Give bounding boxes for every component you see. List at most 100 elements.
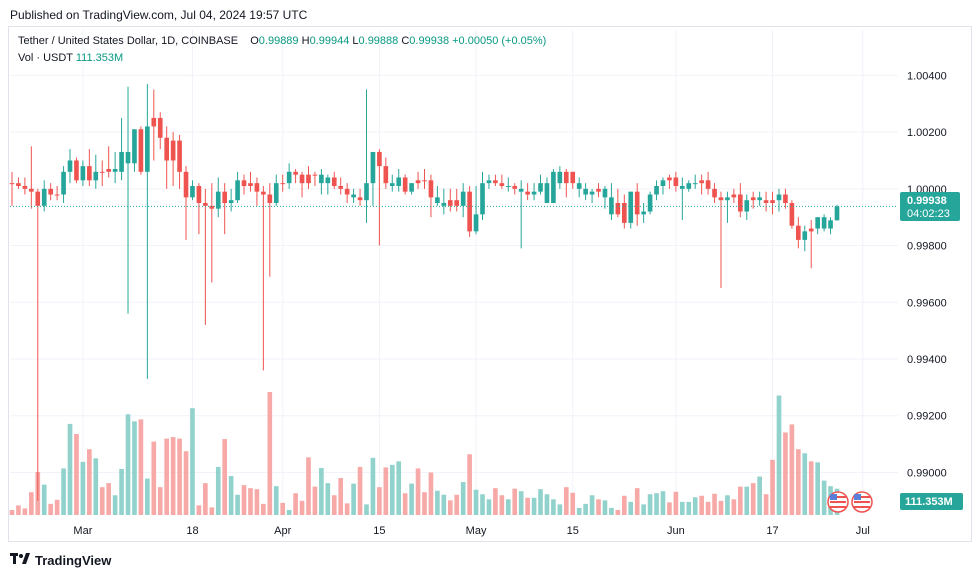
candle-body[interactable]	[718, 197, 724, 201]
candle-body[interactable]	[473, 214, 479, 232]
candle-body[interactable]	[686, 183, 692, 189]
candle-body[interactable]	[35, 191, 41, 206]
candle-body[interactable]	[319, 174, 324, 184]
candle-body[interactable]	[538, 183, 543, 192]
candle-body[interactable]	[692, 183, 698, 185]
candle-body[interactable]	[325, 177, 331, 184]
candle-body[interactable]	[299, 174, 305, 184]
candle-body[interactable]	[402, 177, 408, 192]
candle-body[interactable]	[54, 194, 60, 196]
candle-body[interactable]	[151, 117, 157, 127]
candle-body[interactable]	[770, 200, 775, 204]
candle-body[interactable]	[667, 177, 672, 181]
candle-body[interactable]	[80, 166, 86, 181]
candle-body[interactable]	[331, 177, 337, 186]
candle-body[interactable]	[254, 183, 260, 192]
candle-body[interactable]	[757, 197, 762, 201]
candle-body[interactable]	[654, 185, 659, 195]
candle-body[interactable]	[447, 200, 453, 206]
candle-body[interactable]	[725, 197, 730, 201]
candle-body[interactable]	[377, 151, 382, 167]
candle-body[interactable]	[712, 188, 717, 198]
candle-body[interactable]	[763, 200, 769, 204]
candle-body[interactable]	[499, 183, 505, 186]
candle-body[interactable]	[731, 194, 737, 198]
candle-body[interactable]	[512, 185, 518, 189]
candle-body[interactable]	[248, 183, 253, 186]
candle-body[interactable]	[776, 194, 782, 201]
candle-body[interactable]	[29, 188, 34, 192]
candle-body[interactable]	[744, 200, 750, 212]
candle-body[interactable]	[647, 194, 653, 212]
candle-body[interactable]	[312, 174, 318, 176]
candle-body[interactable]	[589, 191, 595, 195]
candle-body[interactable]	[132, 129, 137, 164]
candle-body[interactable]	[821, 217, 827, 229]
candle-body[interactable]	[22, 185, 28, 189]
candle-body[interactable]	[364, 183, 369, 201]
candle-body[interactable]	[544, 183, 550, 204]
candle-body[interactable]	[422, 180, 427, 182]
candle-body[interactable]	[16, 183, 21, 186]
candle-body[interactable]	[280, 183, 286, 185]
candle-body[interactable]	[41, 188, 47, 206]
candle-body[interactable]	[409, 183, 414, 192]
us-flag-icon[interactable]	[827, 491, 849, 513]
candle-body[interactable]	[802, 231, 808, 240]
candle-body[interactable]	[138, 129, 144, 172]
candle-body[interactable]	[125, 151, 131, 164]
candle-body[interactable]	[563, 171, 569, 184]
candle-body[interactable]	[557, 171, 563, 184]
candle-body[interactable]	[808, 228, 814, 232]
candle-body[interactable]	[396, 177, 402, 186]
candle-body[interactable]	[286, 171, 292, 184]
candle-body[interactable]	[673, 177, 679, 186]
candle-body[interactable]	[177, 140, 182, 172]
candle-body[interactable]	[441, 203, 447, 206]
candle-body[interactable]	[203, 203, 208, 206]
candle-body[interactable]	[750, 197, 756, 201]
candle-body[interactable]	[505, 185, 511, 187]
candle-body[interactable]	[828, 220, 833, 229]
candle-body[interactable]	[783, 194, 788, 204]
candle-body[interactable]	[183, 171, 189, 198]
candle-body[interactable]	[634, 191, 640, 215]
candle-body[interactable]	[389, 183, 395, 186]
chart-frame[interactable]	[8, 26, 972, 542]
candle-body[interactable]	[306, 174, 311, 184]
candle-body[interactable]	[480, 183, 485, 215]
candle-body[interactable]	[215, 191, 221, 209]
candle-body[interactable]	[241, 180, 247, 186]
candle-body[interactable]	[699, 180, 704, 184]
candle-body[interactable]	[74, 160, 79, 181]
candle-body[interactable]	[67, 160, 73, 172]
candle-body[interactable]	[164, 137, 170, 161]
candle-body[interactable]	[415, 180, 421, 184]
candle-body[interactable]	[615, 203, 621, 215]
candle-body[interactable]	[628, 191, 634, 223]
candle-body[interactable]	[228, 200, 234, 204]
candle-body[interactable]	[834, 206, 840, 221]
candle-body[interactable]	[267, 194, 273, 204]
candle-body[interactable]	[338, 185, 344, 189]
candle-body[interactable]	[170, 140, 176, 161]
candle-body[interactable]	[679, 185, 685, 189]
candle-body[interactable]	[61, 171, 66, 195]
candle-body[interactable]	[583, 188, 588, 195]
candle-body[interactable]	[235, 180, 240, 201]
candle-body[interactable]	[106, 168, 111, 172]
candle-body[interactable]	[531, 191, 537, 195]
candle-body[interactable]	[641, 211, 646, 215]
candle-body[interactable]	[796, 225, 801, 240]
candle-body[interactable]	[467, 191, 472, 232]
candle-body[interactable]	[576, 183, 582, 189]
us-flag-icon[interactable]	[851, 491, 873, 513]
candle-body[interactable]	[454, 200, 460, 206]
tradingview-brand[interactable]: TradingView	[10, 553, 111, 568]
candle-body[interactable]	[99, 171, 105, 173]
candle-body[interactable]	[486, 180, 492, 184]
candle-body[interactable]	[209, 205, 215, 209]
candle-body[interactable]	[435, 197, 440, 204]
candle-body[interactable]	[87, 166, 92, 181]
